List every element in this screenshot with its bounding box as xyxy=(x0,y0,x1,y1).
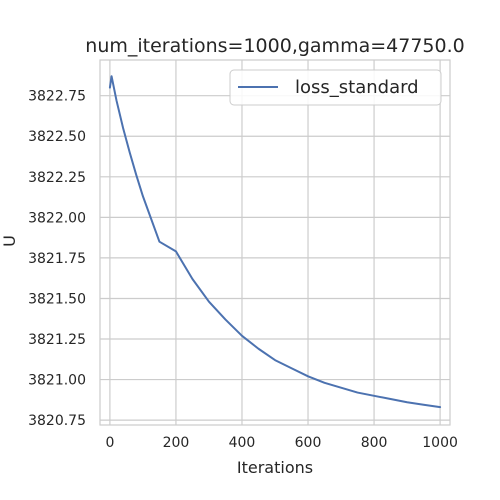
y-tick-label: 3822.25 xyxy=(28,170,86,186)
legend: loss_standard xyxy=(229,69,442,106)
chart-title: num_iterations=1000,gamma=47750.0 xyxy=(85,35,464,57)
y-tick-label: 3822.50 xyxy=(28,129,86,145)
x-tick-label: 800 xyxy=(361,435,388,451)
x-tick-label: 600 xyxy=(295,435,322,451)
y-tick-label: 3821.25 xyxy=(28,332,86,348)
series-line-loss-standard xyxy=(108,75,442,409)
y-tick-label: 3822.00 xyxy=(28,210,86,226)
legend-box xyxy=(229,69,442,106)
legend-label-loss-standard: loss_standard xyxy=(295,77,419,98)
series-lines xyxy=(108,75,442,409)
y-tick-label: 3821.75 xyxy=(28,251,86,267)
y-tick-label: 3822.75 xyxy=(28,89,86,105)
x-tick-label: 400 xyxy=(229,435,256,451)
y-tick-label: 3820.75 xyxy=(28,413,86,429)
y-tick-label: 3821.50 xyxy=(28,291,86,307)
y-tick-labels: 3820.75 3821.00 3821.25 3821.50 3821.75 3822.… xyxy=(28,89,86,429)
x-tick-label: 1000 xyxy=(422,435,458,451)
x-axis-label: Iterations xyxy=(237,458,313,477)
plot-area-frame xyxy=(99,59,451,426)
y-axis-label: U xyxy=(0,235,19,247)
x-tick-label: 200 xyxy=(163,435,190,451)
x-tick-labels: 0 200 400 600 800 1000 xyxy=(105,435,457,451)
x-tick-label: 0 xyxy=(105,435,114,451)
y-tick-label: 3821.00 xyxy=(28,373,86,389)
